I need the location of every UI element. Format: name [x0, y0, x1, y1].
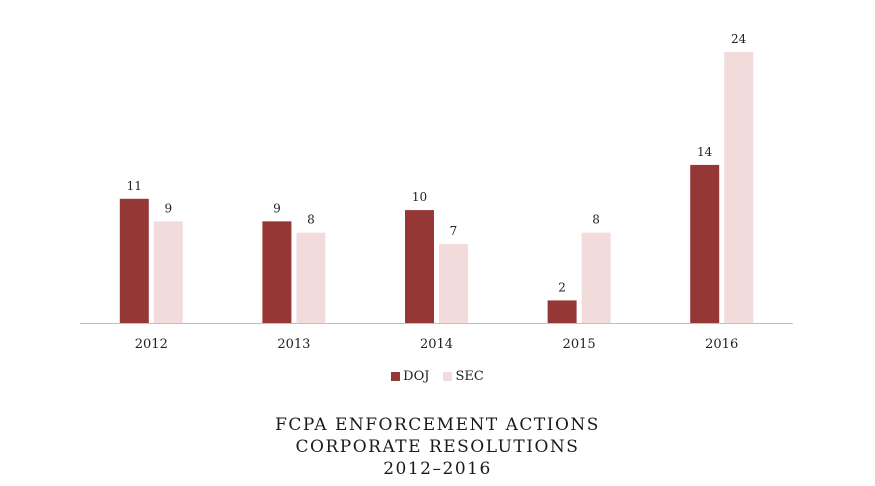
- data-label-doj-2015: 2: [558, 280, 566, 294]
- bar-doj-2012: [119, 198, 149, 323]
- bars-layer: [119, 52, 754, 323]
- data-labels-layer: 11 9 9 8 10 7 2 8 14 24: [127, 32, 747, 294]
- chart-title-line-2: CORPORATE RESOLUTIONS: [295, 437, 580, 457]
- bar-sec-2016: [724, 52, 754, 323]
- legend-item-doj: DOJ: [391, 369, 429, 384]
- data-label-sec-2015: 8: [592, 213, 600, 227]
- x-tick-label-2015: 2015: [563, 337, 596, 352]
- legend-label-doj: DOJ: [403, 369, 430, 384]
- bar-sec-2013: [296, 232, 326, 323]
- bar-sec-2012: [153, 221, 183, 323]
- bar-doj-2015: [547, 300, 577, 323]
- data-label-sec-2014: 7: [450, 224, 458, 238]
- bar-doj-2016: [690, 164, 720, 323]
- legend-label-sec: SEC: [455, 369, 484, 384]
- legend-swatch-sec: [443, 372, 453, 381]
- legend-swatch-doj: [391, 372, 401, 381]
- bar-doj-2014: [405, 210, 434, 323]
- x-tick-label-2013: 2013: [277, 337, 310, 352]
- data-label-doj-2013: 9: [273, 201, 281, 215]
- chart-title: FCPA ENFORCEMENT ACTIONS CORPORATE RESOL…: [0, 414, 875, 480]
- bar-sec-2014: [439, 243, 468, 323]
- legend-item-sec: SEC: [443, 369, 484, 384]
- bar-doj-2013: [262, 221, 292, 323]
- data-label-doj-2014: 10: [412, 190, 427, 204]
- chart-title-line-1: FCPA ENFORCEMENT ACTIONS: [275, 415, 600, 435]
- x-tick-label-2012: 2012: [135, 337, 168, 352]
- chart-title-line-3: 2012–2016: [383, 459, 492, 479]
- bar-sec-2015: [581, 232, 611, 323]
- x-tick-label-2014: 2014: [420, 337, 453, 352]
- data-label-sec-2012: 9: [164, 201, 172, 215]
- data-label-doj-2016: 14: [697, 145, 713, 159]
- data-label-sec-2016: 24: [731, 32, 747, 46]
- data-label-sec-2013: 8: [307, 213, 315, 227]
- x-tick-label-2016: 2016: [705, 337, 738, 352]
- legend: DOJ SEC: [0, 369, 875, 384]
- x-tick-labels-layer: 2012 2013 2014 2015 2016: [135, 337, 738, 352]
- data-label-doj-2012: 11: [127, 179, 142, 193]
